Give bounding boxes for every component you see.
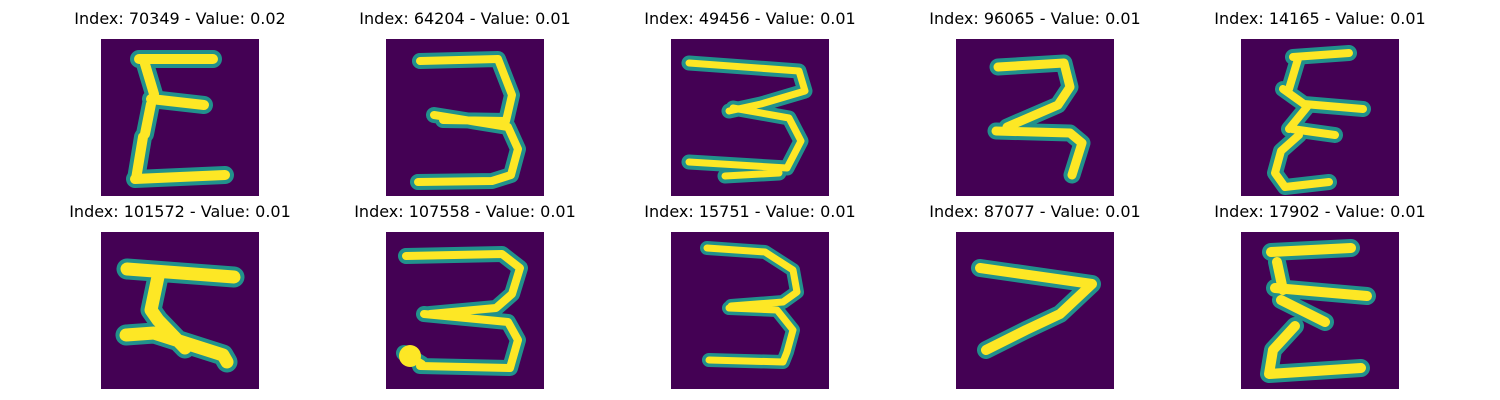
panel-title: Index: 15751 - Value: 0.01 [644, 202, 856, 221]
digit-panel-2: Index: 64204 - Value: 0.01 [335, 5, 595, 196]
digit-panel-4: Index: 96065 - Value: 0.01 [905, 5, 1165, 196]
panel-title: Index: 101572 - Value: 0.01 [69, 202, 291, 221]
digit-image [101, 232, 259, 389]
digit-panel-3: Index: 49456 - Value: 0.01 [620, 5, 880, 196]
digit-panel-7: Index: 107558 - Value: 0.01 [335, 198, 595, 389]
digit-panel-6: Index: 101572 - Value: 0.01 [50, 198, 310, 389]
panel-title: Index: 70349 - Value: 0.02 [74, 9, 286, 28]
digit-image [386, 232, 544, 389]
digit-panel-1: Index: 70349 - Value: 0.02 [50, 5, 310, 196]
digit-image [671, 39, 829, 196]
digit-image [386, 39, 544, 196]
panel-title: Index: 49456 - Value: 0.01 [644, 9, 856, 28]
panel-title: Index: 14165 - Value: 0.01 [1214, 9, 1426, 28]
digit-image [1241, 39, 1399, 196]
digit-image [956, 232, 1114, 389]
digit-image [956, 39, 1114, 196]
panel-title: Index: 64204 - Value: 0.01 [359, 9, 571, 28]
digit-image [101, 39, 259, 196]
digit-panel-10: Index: 17902 - Value: 0.01 [1190, 198, 1450, 389]
panel-title: Index: 96065 - Value: 0.01 [929, 9, 1141, 28]
digit-panel-5: Index: 14165 - Value: 0.01 [1190, 5, 1450, 196]
digit-panel-9: Index: 87077 - Value: 0.01 [905, 198, 1165, 389]
digit-image [1241, 232, 1399, 389]
digit-panel-8: Index: 15751 - Value: 0.01 [620, 198, 880, 389]
panel-title: Index: 17902 - Value: 0.01 [1214, 202, 1426, 221]
panel-title: Index: 107558 - Value: 0.01 [354, 202, 576, 221]
panel-title: Index: 87077 - Value: 0.01 [929, 202, 1141, 221]
digit-image [671, 232, 829, 389]
